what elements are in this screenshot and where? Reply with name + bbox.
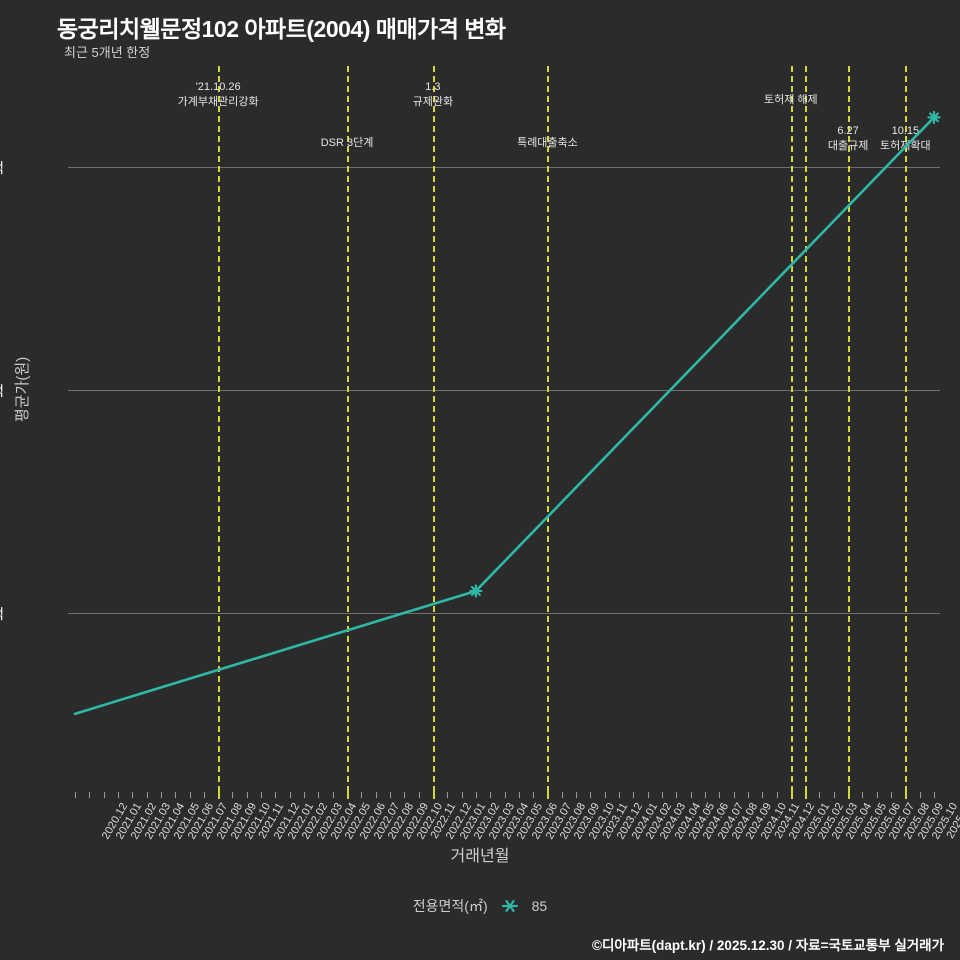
x-tick-mark — [504, 792, 506, 798]
series-line — [73, 116, 936, 716]
x-tick-mark — [819, 792, 821, 798]
x-axis-title: 거래년월 — [450, 848, 510, 865]
legend-title: 전용면적(㎡) — [412, 898, 488, 914]
x-tick-mark — [547, 792, 550, 799]
x-tick-mark — [776, 792, 778, 798]
x-tick-mark — [418, 792, 420, 798]
x-tick-mark — [704, 792, 706, 798]
x-tick-mark — [375, 792, 377, 798]
chart-footer: ©디아파트(dapt.kr) / 2025.12.30 / 자료=국토교통부 실… — [592, 938, 944, 953]
x-tick-mark — [218, 792, 221, 799]
x-tick-mark — [619, 792, 621, 798]
x-tick-mark — [891, 792, 893, 798]
event-vline — [905, 66, 908, 792]
event-vline — [790, 66, 793, 792]
x-tick-mark — [919, 792, 921, 798]
chart-subtitle: 최근 5개년 한정 — [64, 45, 151, 60]
data-point-marker[interactable] — [927, 110, 941, 124]
x-tick-mark — [719, 792, 721, 798]
x-tick-mark — [561, 792, 563, 798]
y-tick-label: 7억 — [0, 604, 4, 624]
x-tick-mark — [876, 792, 878, 798]
x-tick-mark — [790, 792, 793, 799]
x-tick-mark — [304, 792, 306, 798]
gridline — [68, 613, 940, 615]
data-point-marker[interactable] — [469, 584, 483, 598]
x-tick-mark — [747, 792, 749, 798]
x-tick-mark — [447, 792, 449, 798]
x-tick-mark — [676, 792, 678, 798]
x-tick-mark — [862, 792, 864, 798]
x-tick-mark — [75, 792, 76, 798]
event-vline — [347, 66, 350, 792]
x-tick-mark — [490, 792, 492, 798]
gridline — [68, 166, 940, 168]
x-tick-mark — [604, 792, 606, 798]
x-tick-mark — [805, 792, 808, 799]
x-tick-mark — [232, 792, 234, 798]
x-tick-mark — [590, 792, 592, 798]
x-tick-mark — [576, 792, 578, 798]
chart-title: 동궁리치웰문정102 아파트(2004) 매매가격 변화 — [57, 16, 506, 42]
x-tick-mark — [89, 792, 91, 798]
x-tick-mark — [103, 792, 105, 798]
x-tick-mark — [518, 792, 520, 798]
x-tick-group: 2020.12 2021.01 2021.02 2021.03 2021.04 2021.… — [68, 792, 960, 842]
event-vline — [805, 66, 808, 792]
y-tick-label: 8억 — [0, 381, 4, 401]
gridline — [68, 389, 940, 391]
x-tick-mark — [389, 792, 391, 798]
x-tick-mark — [203, 792, 205, 798]
event-vline — [547, 66, 550, 792]
x-tick-mark — [347, 792, 350, 799]
x-tick-mark — [132, 792, 134, 798]
x-tick-mark — [175, 792, 177, 798]
x-tick-mark — [261, 792, 263, 798]
x-tick-mark — [246, 792, 248, 798]
x-tick-mark — [661, 792, 663, 798]
x-tick-mark — [318, 792, 320, 798]
y-axis-title: 평균가(원) — [14, 356, 31, 422]
event-vline — [432, 66, 435, 792]
x-tick-mark — [647, 792, 649, 798]
x-tick-mark — [275, 792, 277, 798]
x-tick-mark — [733, 792, 735, 798]
x-tick-mark — [461, 792, 463, 798]
legend-entry-label: 85 — [531, 898, 548, 914]
x-tick-mark — [146, 792, 148, 798]
x-tick-mark — [690, 792, 692, 798]
x-tick-mark — [117, 792, 119, 798]
event-vline — [848, 66, 851, 792]
chart-legend: 전용면적(㎡) 85 — [0, 896, 960, 916]
x-tick-mark — [475, 792, 477, 798]
x-tick-mark — [762, 792, 764, 798]
x-tick-mark — [361, 792, 363, 798]
x-tick-mark — [905, 792, 908, 799]
x-tick-mark — [160, 792, 162, 798]
x-tick-mark — [404, 792, 406, 798]
event-vline — [218, 66, 221, 792]
x-tick-mark — [289, 792, 291, 798]
y-tick-label: 9억 — [0, 158, 4, 178]
x-tick-mark — [934, 792, 935, 798]
x-tick-mark — [848, 792, 851, 799]
x-tick-mark — [533, 792, 535, 798]
x-tick-mark — [833, 792, 835, 798]
x-tick-mark — [332, 792, 334, 798]
x-tick-mark — [189, 792, 191, 798]
series-layer — [73, 110, 941, 716]
asterisk-marker-icon — [497, 898, 523, 914]
x-tick-mark — [432, 792, 435, 799]
x-tick-mark — [633, 792, 635, 798]
